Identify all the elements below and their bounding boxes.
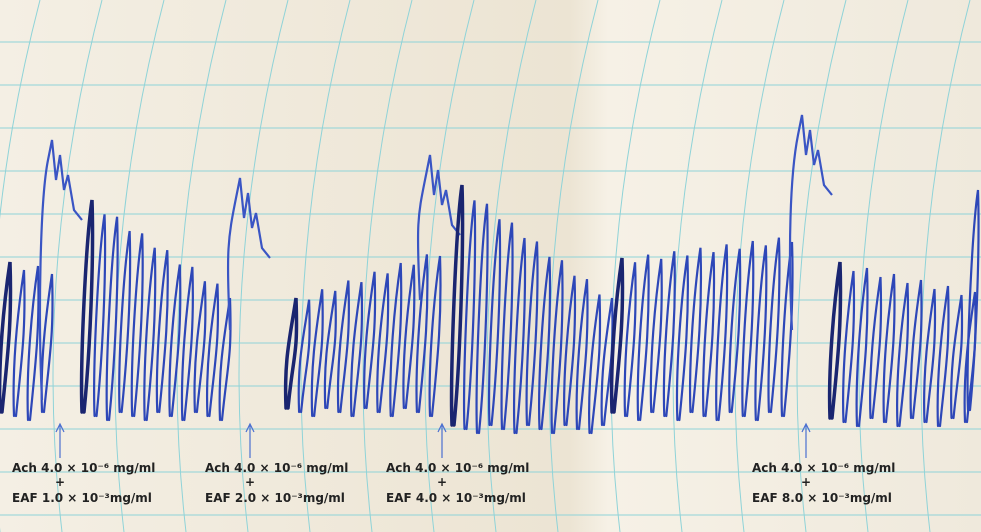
eaf-label: EAF 4.0 × 10⁻³mg/ml <box>386 491 526 505</box>
paper <box>0 0 981 532</box>
ach-label: Ach 4.0 × 10⁻⁶ mg/ml <box>205 461 348 475</box>
ach-label: Ach 4.0 × 10⁻⁶ mg/ml <box>752 461 895 475</box>
eaf-label: EAF 1.0 × 10⁻³mg/ml <box>12 491 152 505</box>
plus-sign: + <box>245 475 255 489</box>
plus-sign: + <box>55 475 65 489</box>
eaf-label: EAF 2.0 × 10⁻³mg/ml <box>205 491 345 505</box>
ach-label: Ach 4.0 × 10⁻⁶ mg/ml <box>386 461 529 475</box>
eaf-label: EAF 8.0 × 10⁻³mg/ml <box>752 491 892 505</box>
plus-sign: + <box>437 475 447 489</box>
ach-label: Ach 4.0 × 10⁻⁶ mg/ml <box>12 461 155 475</box>
kymograph-recording: Ach 4.0 × 10⁻⁶ mg/ml+EAF 1.0 × 10⁻³mg/ml… <box>0 0 981 532</box>
plus-sign: + <box>801 475 811 489</box>
